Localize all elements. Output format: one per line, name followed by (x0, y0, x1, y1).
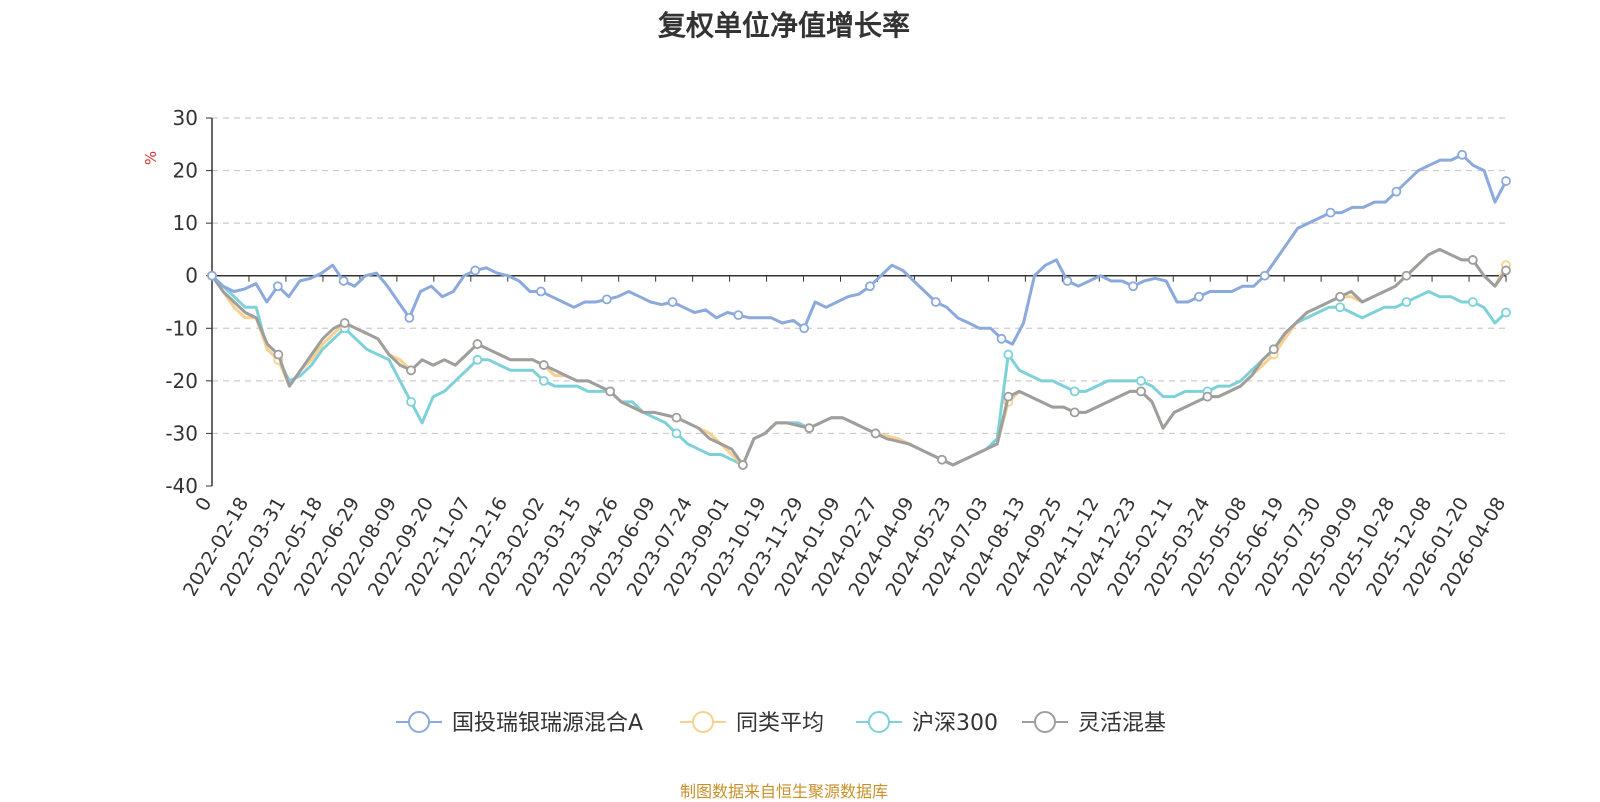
series-line-3 (210, 247, 1508, 467)
series-line-2 (210, 274, 1508, 467)
series-point-2 (1501, 307, 1511, 318)
series-point-2 (1003, 349, 1014, 360)
legend-marker (868, 711, 890, 733)
series-point-3 (1202, 391, 1213, 402)
legend[interactable]: 国投瑞银瑞源混合A 同类平均 沪深300 灵活混基 (396, 711, 1166, 736)
series-point-3 (1467, 255, 1478, 265)
series-point-0 (1259, 270, 1270, 281)
x-tick-label: 0 (191, 494, 216, 515)
series-point-0 (1501, 176, 1511, 186)
series-point-2 (1069, 386, 1080, 397)
series-point-2 (671, 428, 682, 439)
series-point-3 (937, 454, 947, 465)
y-tick-label: -40 (165, 474, 198, 498)
line-chart: 3020100-10-20-30-40%02022-02-182022-03-3… (142, 106, 1511, 736)
series-point-0 (1457, 149, 1468, 160)
source-note: 制图数据来自恒生聚源数据库 (679, 782, 888, 801)
series-point-0 (404, 312, 415, 323)
series-point-3 (1501, 265, 1511, 276)
series-point-3 (737, 460, 748, 470)
series-lines (207, 149, 1511, 470)
series-line-1 (210, 247, 1508, 467)
series-point-0 (536, 286, 546, 297)
legend-item-3[interactable]: 灵活混基 (1022, 711, 1166, 736)
y-tick-label: 0 (185, 264, 198, 288)
legend-item-0[interactable]: 国投瑞银瑞源混合A (396, 711, 643, 736)
series-point-2 (472, 354, 483, 365)
series-point-0 (207, 270, 217, 281)
y-axis-unit: % (142, 151, 160, 165)
y-tick-label: -10 (165, 316, 198, 340)
legend-label: 国投瑞银瑞源混合A (452, 711, 643, 736)
series-point-0 (930, 297, 941, 307)
series-point-0 (338, 276, 349, 286)
series-point-3 (273, 349, 284, 360)
series-point-0 (996, 333, 1007, 344)
legend-item-2[interactable]: 沪深300 (856, 711, 998, 736)
series-point-3 (671, 412, 682, 423)
axes: 3020100-10-20-30-40%02022-02-182022-03-3… (142, 106, 1510, 600)
series-point-0 (470, 265, 481, 276)
series-point-0 (1194, 291, 1204, 302)
series-point-3 (1335, 291, 1346, 302)
series-point-3 (1003, 391, 1014, 402)
series-point-3 (605, 386, 616, 397)
series-point-3 (1401, 270, 1412, 281)
series-point-0 (1325, 207, 1336, 218)
series-point-0 (667, 297, 678, 307)
series-point-0 (1062, 276, 1073, 286)
series-point-0 (601, 294, 612, 305)
series-point-3 (870, 428, 881, 439)
series-point-2 (1467, 297, 1478, 307)
series-point-2 (1335, 302, 1346, 313)
series-point-0 (272, 281, 283, 292)
legend-marker (692, 711, 714, 733)
legend-label: 沪深300 (912, 711, 998, 736)
series-point-0 (733, 310, 744, 321)
series-point-0 (865, 281, 875, 292)
series-point-3 (804, 423, 815, 434)
series-point-0 (1391, 186, 1402, 197)
y-tick-label: 10 (173, 211, 198, 235)
series-point-3 (1268, 344, 1279, 355)
legend-label: 灵活混基 (1078, 711, 1166, 736)
y-tick-label: -30 (165, 421, 198, 445)
series-point-3 (538, 360, 549, 370)
series-point-0 (799, 323, 810, 334)
series-line-0 (210, 153, 1508, 346)
y-tick-label: -20 (165, 369, 198, 393)
legend-item-1[interactable]: 同类平均 (680, 711, 824, 736)
chart-title: 复权单位净值增长率 (657, 9, 910, 42)
y-tick-label: 30 (173, 106, 198, 130)
legend-label: 同类平均 (736, 711, 824, 736)
series-point-0 (1128, 281, 1139, 292)
y-tick-label: 20 (173, 159, 198, 183)
series-point-2 (538, 375, 549, 386)
legend-marker (408, 711, 430, 733)
series-point-3 (472, 339, 483, 349)
series-point-3 (339, 318, 350, 328)
series-point-2 (406, 396, 416, 407)
series-point-3 (1069, 407, 1080, 418)
series-point-2 (1136, 375, 1146, 386)
series-point-2 (1401, 297, 1412, 307)
series-point-3 (1136, 386, 1146, 397)
legend-marker (1034, 711, 1056, 733)
series-point-3 (406, 365, 416, 376)
